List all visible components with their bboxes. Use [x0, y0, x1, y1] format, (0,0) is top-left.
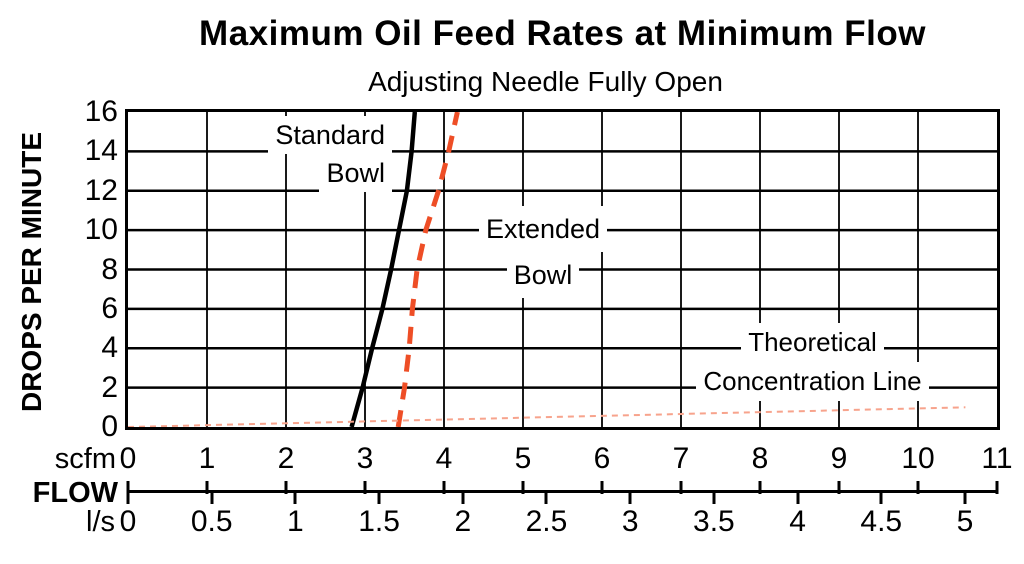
ls-tick-label: 4.5 [860, 505, 903, 538]
scfm-tick-label: 2 [277, 442, 295, 475]
ls-tick-label: 0 [119, 505, 137, 538]
theoretical-line-label-line1: Theoretical [741, 323, 884, 362]
y-tick-label: 12 [84, 173, 118, 207]
flow-ruler-line [128, 490, 997, 493]
y-tick-label: 16 [84, 95, 118, 128]
theoretical-line-label: Theoretical Concentration Line [685, 323, 940, 401]
ls-tick-label: 3.5 [693, 505, 735, 538]
ls-tick-label: 5 [956, 505, 974, 538]
theoretical-line-label-line2: Concentration Line [696, 362, 929, 401]
y-tick-label: 14 [84, 134, 118, 168]
flow-ruler [126, 481, 999, 507]
y-tick-label: 10 [84, 213, 118, 247]
extended-bowl-label-line2: Bowl [506, 252, 580, 298]
ruler-ls-tick [210, 491, 214, 504]
ruler-ls-tick [712, 491, 716, 504]
scfm-tick-label: 11 [981, 442, 1013, 475]
extended-bowl-label: Extended Bowl [458, 206, 628, 298]
y-tick-label: 0 [101, 410, 118, 443]
ls-tick-label: 0.5 [190, 505, 233, 538]
scfm-tick-label: 6 [593, 442, 611, 475]
ruler-scfm-tick [284, 481, 288, 494]
scfm-tick-label: 5 [514, 442, 532, 475]
ls-tick-label: 2.5 [525, 505, 568, 538]
ls-tick-label: 4 [789, 505, 806, 538]
chart-subtitle: Adjusting Needle Fully Open [368, 66, 723, 97]
ruler-scfm-tick [521, 481, 525, 494]
scfm-tick-label: 0 [119, 442, 137, 475]
ruler-scfm-tick [600, 481, 604, 494]
y-tick-label: 2 [101, 370, 118, 404]
ls-tick-label: 2 [454, 505, 472, 538]
ruler-ls-tick [377, 491, 381, 504]
y-tick-label: 8 [101, 252, 118, 286]
ruler-ls-tick [628, 491, 632, 504]
ruler-ls-tick [796, 491, 800, 504]
ruler-ls-tick [461, 491, 465, 504]
ruler-scfm-tick [995, 481, 999, 494]
ls-tick-label: 3 [621, 505, 639, 538]
extended-bowl-label-line1: Extended [478, 206, 608, 252]
ls-tick-labels: 0 0.5 1 1.5 2 2.5 3 3.5 4 4.5 5 [120, 505, 997, 538]
ruler-scfm-tick [679, 481, 683, 494]
standard-bowl-label-line2: Bowl [319, 154, 392, 192]
flow-axis-title: FLOW [32, 477, 118, 509]
scfm-tick-label: 4 [435, 442, 453, 475]
ruler-ls-tick [293, 491, 297, 504]
ruler-ls-tick [126, 491, 130, 504]
scfm-unit-label: scfm [54, 443, 116, 475]
y-tick-label: 4 [101, 331, 118, 365]
ruler-scfm-tick [758, 481, 762, 494]
ruler-scfm-tick [837, 481, 841, 494]
scfm-tick-label: 10 [901, 442, 935, 475]
scfm-tick-label: 1 [198, 442, 216, 475]
y-tick-label: 6 [101, 291, 118, 325]
ruler-ls-tick [963, 491, 967, 504]
scfm-tick-label: 3 [356, 442, 374, 475]
scfm-tick-labels: 0 1 2 3 4 5 6 7 8 9 10 11 [120, 442, 1013, 475]
ruler-scfm-tick [363, 481, 367, 494]
ls-unit-label: l/s [86, 506, 115, 538]
ruler-ls-tick [879, 491, 883, 504]
scfm-tick-label: 9 [830, 442, 848, 475]
ruler-ls-tick [544, 491, 548, 504]
standard-bowl-label: Standard Bowl [212, 116, 392, 192]
y-axis-tick-labels: 0 2 4 6 8 10 12 14 16 [0, 97, 124, 442]
chart-title: Maximum Oil Feed Rates at Minimum Flow [199, 14, 926, 53]
scfm-tick-label: 7 [672, 442, 690, 475]
ruler-scfm-tick [916, 481, 920, 494]
ruler-scfm-tick [442, 481, 446, 494]
ls-tick-label: 1 [287, 505, 304, 538]
ls-tick-label: 1.5 [358, 505, 400, 538]
ruler-scfm-tick [126, 481, 130, 494]
scfm-tick-label: 8 [751, 442, 769, 475]
standard-bowl-label-line1: Standard [268, 116, 392, 154]
ruler-scfm-tick [205, 481, 209, 494]
